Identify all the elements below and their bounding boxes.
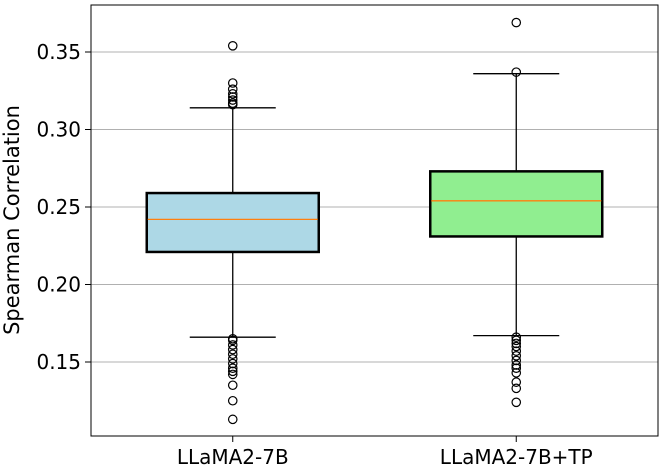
outlier-point	[511, 355, 522, 366]
box-iqr	[429, 170, 604, 238]
outlier-point	[227, 363, 238, 373]
box-series	[145, 17, 604, 425]
box-2	[429, 17, 604, 408]
outlier-point	[511, 383, 522, 394]
outlier-point	[511, 17, 522, 28]
outlier-point	[227, 380, 238, 391]
outlier-point	[511, 341, 522, 352]
outlier-point	[227, 344, 238, 355]
outlier-point	[511, 368, 522, 378]
outlier-point	[511, 332, 522, 342]
outlier-point	[511, 397, 522, 408]
outlier-point	[227, 335, 238, 346]
outlier-point	[227, 78, 238, 88]
outlier-point	[511, 67, 522, 77]
x-axis: LLaMA2-7B LLaMA2-7B+TP	[177, 436, 593, 466]
outlier-point	[511, 346, 522, 356]
y-tick-label: 0.30	[36, 118, 81, 142]
outlier-point	[227, 414, 238, 425]
y-axis-label: Spearman Correlation	[0, 105, 24, 335]
outlier-point	[227, 369, 238, 380]
x-tick-label: LLaMA2-7B+TP	[440, 445, 593, 466]
outlier-point	[227, 99, 238, 110]
outlier-point	[227, 95, 238, 105]
y-axis: 0.15 0.20 0.25 0.30 0.35	[36, 40, 91, 374]
outlier-point	[227, 366, 238, 377]
outlier-point	[511, 338, 522, 349]
outlier-point	[227, 92, 238, 102]
y-tick-label: 0.20	[36, 273, 81, 297]
y-tick-label: 0.15	[36, 350, 81, 374]
outlier-point	[227, 89, 238, 99]
outlier-point	[227, 358, 238, 369]
outlier-point	[511, 350, 522, 361]
y-tick-label: 0.35	[36, 40, 81, 64]
outlier-point	[227, 349, 238, 360]
y-tick-label: 0.25	[36, 195, 81, 219]
outlier-point	[511, 377, 522, 387]
outlier-point	[511, 360, 522, 370]
box-iqr	[145, 191, 320, 254]
outlier-point	[227, 340, 238, 350]
outlier-point	[511, 335, 522, 346]
outlier-point	[227, 354, 238, 364]
outlier-point	[227, 84, 238, 94]
x-tick-label: LLaMA2-7B	[177, 445, 289, 466]
box-1	[145, 40, 320, 425]
outlier-point	[227, 40, 238, 51]
outlier-point	[511, 363, 522, 373]
plot-frame	[90, 4, 659, 437]
outlier-point	[227, 395, 238, 406]
